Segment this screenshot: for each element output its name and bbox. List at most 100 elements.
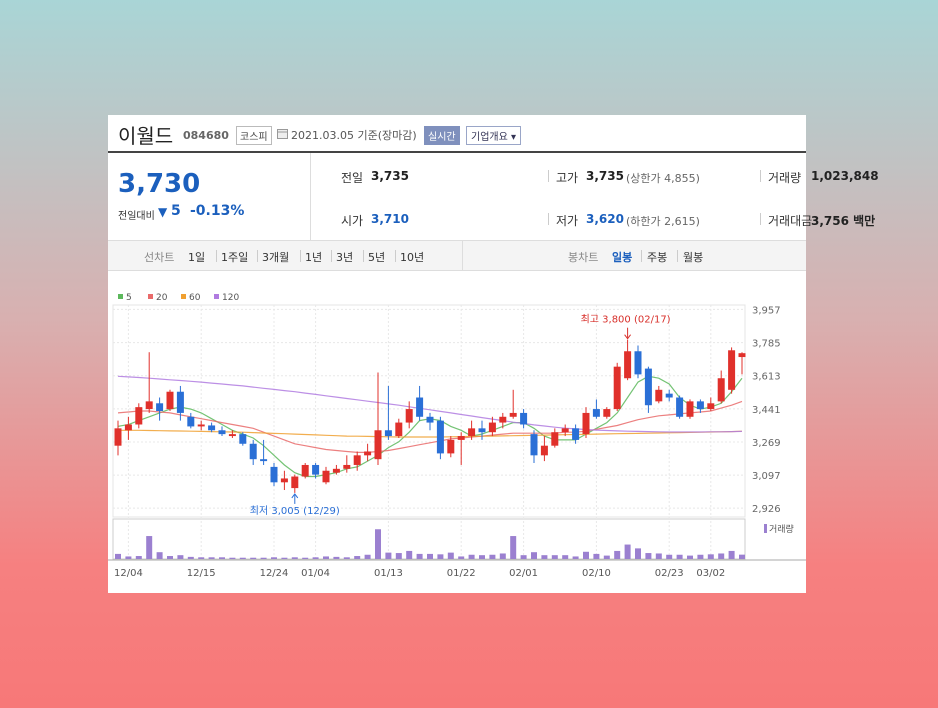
candle-body [208, 425, 216, 431]
candle-tab-bar: 봉차트 일봉 주봉 월봉 [463, 241, 806, 271]
candle-body [114, 428, 122, 446]
candle-body [644, 368, 652, 406]
line-tab[interactable]: 10년 [400, 251, 425, 264]
current-price: 3,730 [118, 169, 201, 199]
line-tab[interactable]: 3개월 [262, 251, 290, 264]
change-pct: -0.13% [190, 203, 245, 219]
low-annotation: 최저 3,005 (12/29) [250, 505, 340, 517]
candle-body [540, 445, 548, 456]
candle-body [707, 403, 715, 410]
volume-bar [333, 556, 340, 559]
candle-body [260, 459, 268, 462]
line-tab[interactable]: 1년 [305, 251, 323, 264]
volume-bar [125, 556, 132, 559]
candle-tab[interactable]: 일봉 [612, 251, 633, 264]
candle-body [239, 434, 247, 444]
quote-rule [108, 240, 806, 241]
quote-label: 거래량 [768, 171, 802, 185]
candle-body [374, 430, 382, 460]
line-tab-label: 선차트 [144, 251, 175, 264]
candle-body [332, 468, 340, 473]
candle-body [249, 443, 257, 460]
line-tab[interactable]: 5년 [368, 251, 386, 264]
tab-separator [363, 250, 364, 262]
volume-bar [239, 557, 246, 559]
volume-bar [666, 554, 673, 559]
market-badge: 코스피 [236, 126, 272, 145]
candle-body [166, 391, 174, 410]
x-tick-label: 02/01 [509, 568, 538, 579]
company-button-label[interactable]: 기업개요 [471, 132, 508, 143]
volume-bar [156, 552, 163, 559]
quote-value: 1,023,848 [811, 169, 879, 183]
candle-body [301, 464, 309, 477]
quote-value: 3,735 [586, 169, 624, 183]
volume-bar [614, 550, 621, 559]
candle-body [582, 412, 590, 435]
volume-bar [198, 557, 205, 559]
legend-swatch [148, 294, 153, 299]
volume-bar [718, 553, 725, 559]
volume-bar [697, 554, 704, 559]
line-tab[interactable]: 1일 [188, 251, 206, 264]
line-tab[interactable]: 3년 [336, 251, 354, 264]
candle-tab[interactable]: 월봉 [683, 251, 704, 264]
candle-body [197, 424, 205, 427]
candle-body [291, 476, 299, 489]
volume-bar [219, 557, 225, 559]
volume-bar [551, 555, 558, 559]
volume-bar [375, 529, 381, 559]
volume-bar [364, 554, 371, 559]
stock-name: 이월드 [118, 124, 174, 148]
candle-body [353, 455, 361, 465]
candle-body [665, 393, 673, 398]
candle-tab-label: 봉차트 [568, 251, 599, 264]
company-button[interactable]: 기업개요 ▾ [466, 126, 522, 145]
x-tick-label: 02/10 [582, 568, 611, 579]
candle-body [572, 428, 580, 440]
quote-value: 3,756 백만 [811, 214, 876, 228]
price-box: 3,730 전일대비 ▼ 5 -0.13% [108, 153, 311, 240]
volume-bar [468, 554, 475, 559]
candle-body [145, 401, 153, 410]
line-tab[interactable]: 1주일 [221, 251, 249, 264]
candle-body [395, 422, 403, 437]
volume-bar [115, 553, 121, 559]
legend-swatch [214, 294, 219, 299]
tab-separator [216, 250, 217, 262]
candle-tab[interactable]: 주봉 [647, 251, 668, 264]
y-tick-label: 3,785 [752, 339, 781, 350]
candle-body [280, 478, 288, 483]
volume-bar [499, 553, 506, 559]
stock-code: 084680 [183, 129, 229, 142]
volume-bar [635, 548, 641, 559]
legend-label: 120 [222, 293, 239, 303]
quote-note: (하한가 2,615) [626, 215, 700, 228]
volume-bar [676, 554, 683, 559]
candle-body [322, 470, 330, 483]
quote-label: 거래대금 [768, 214, 813, 228]
candle-body [551, 432, 559, 446]
candle-body [468, 428, 476, 437]
tab-separator [395, 250, 396, 262]
candle-body [405, 409, 413, 423]
realtime-badge[interactable]: 실시간 [424, 126, 460, 145]
volume-bar [447, 552, 454, 559]
volume-bar [343, 557, 350, 559]
candle-body [696, 401, 704, 410]
quote-label: 고가 [556, 171, 579, 185]
y-tick-label: 3,957 [752, 305, 781, 316]
volume-bar [624, 544, 631, 559]
quote-separator [548, 213, 549, 225]
candle-body [478, 428, 486, 433]
candle-body [717, 378, 725, 402]
volume-bar [271, 557, 277, 559]
x-tick-label: 12/15 [187, 568, 216, 579]
volume-bar [291, 557, 298, 559]
tab-separator [677, 250, 678, 262]
volume-bar [395, 553, 402, 559]
legend-label: 60 [189, 293, 201, 303]
quote-value: 3,735 [371, 169, 409, 183]
